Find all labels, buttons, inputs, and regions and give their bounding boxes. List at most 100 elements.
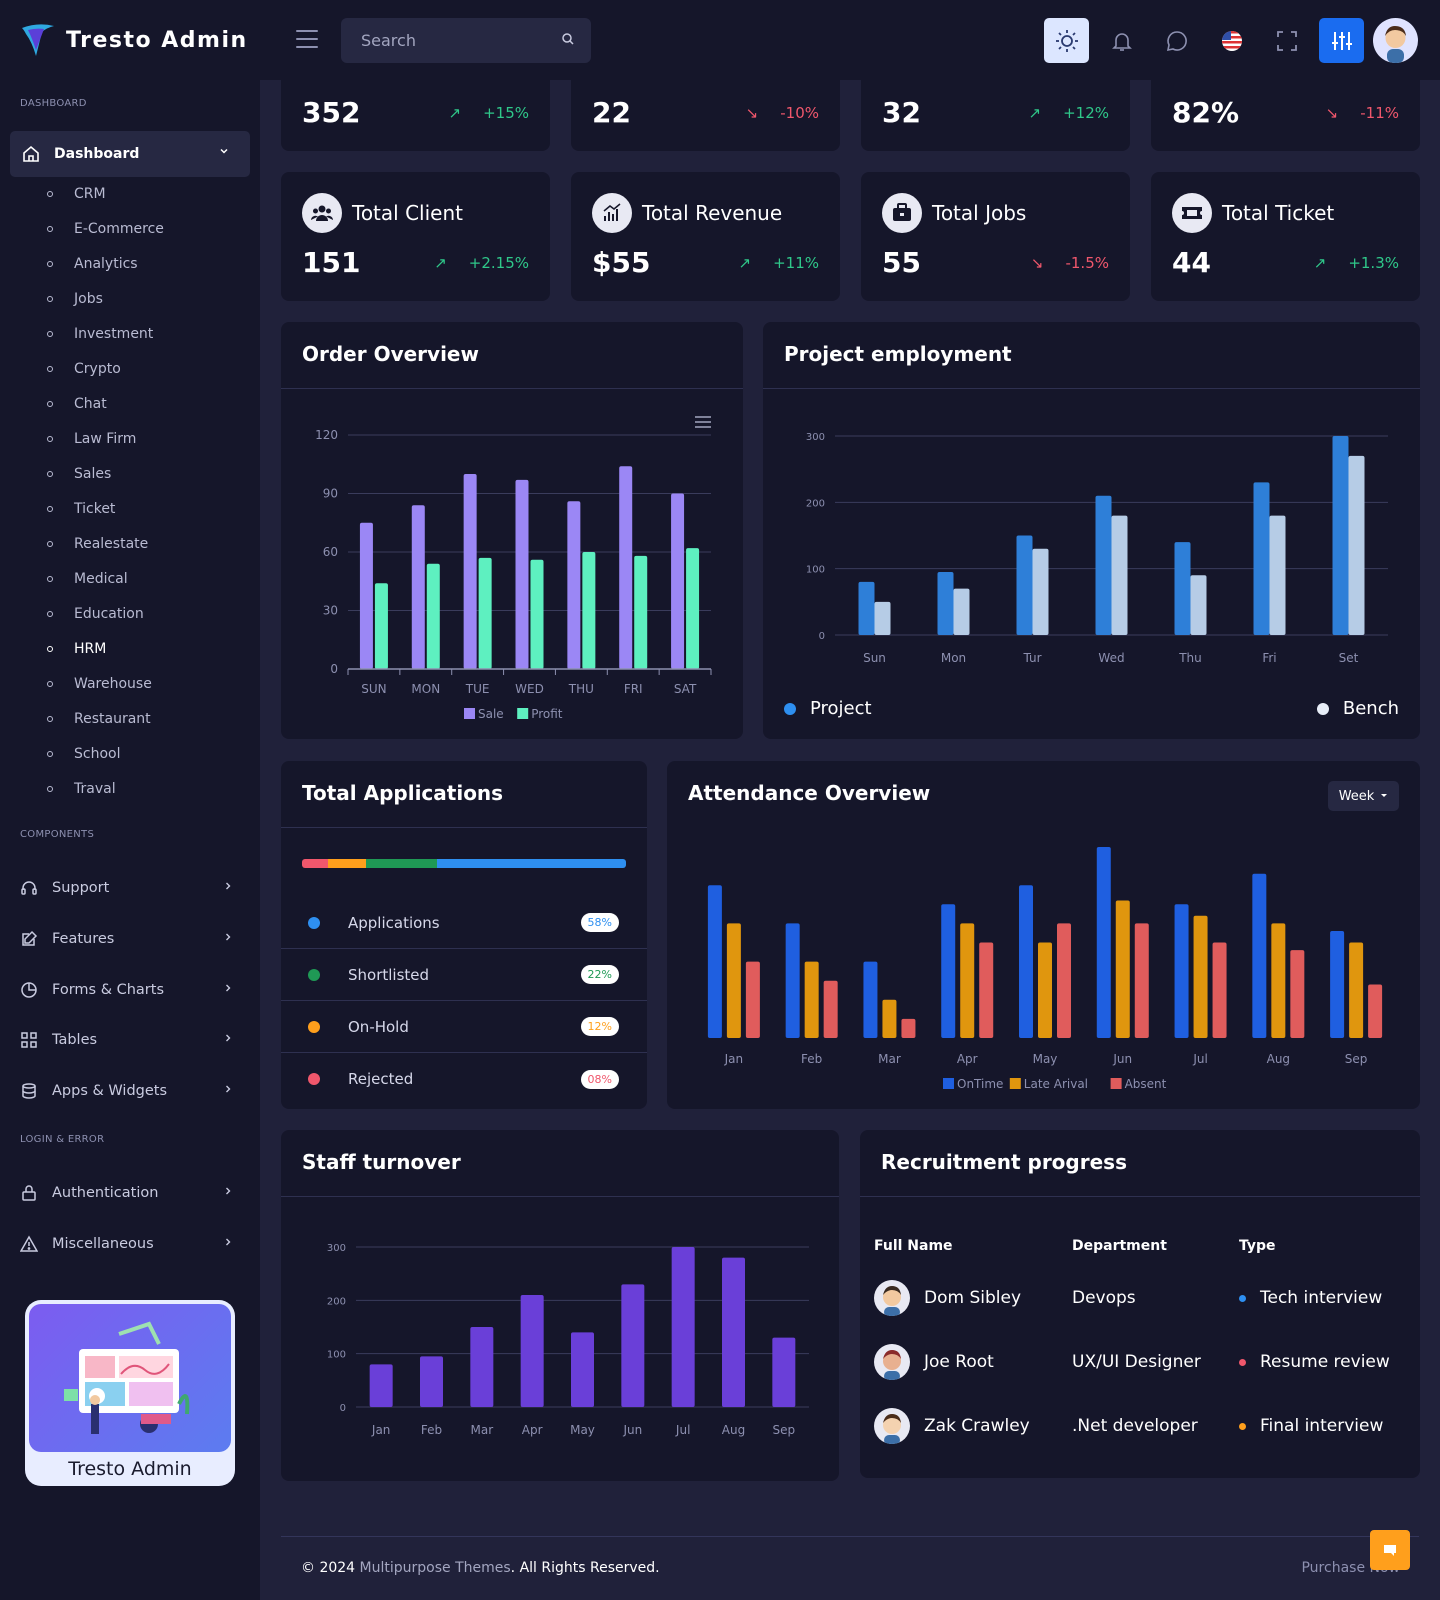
bar-value	[671, 1247, 695, 1407]
sidebar-item-miscellaneous[interactable]: Miscellaneous	[20, 1232, 240, 1256]
sidebar-item-label: Authentication	[52, 1185, 159, 1201]
notifications-button[interactable]	[1099, 18, 1144, 63]
brand[interactable]: Tresto Admin	[18, 20, 248, 60]
stat-value: 352	[302, 96, 361, 129]
settings-button[interactable]	[1319, 18, 1364, 63]
y-tick-label: 0	[330, 662, 338, 676]
bar-absent	[823, 980, 838, 1038]
sidebar-item-label: Apps & Widgets	[52, 1083, 168, 1099]
sidebar-subitem[interactable]: Law Firm	[47, 429, 136, 449]
bar-absent	[901, 1018, 916, 1038]
sidebar-item-authentication[interactable]: Authentication	[20, 1181, 240, 1205]
legend-swatch	[1009, 1078, 1021, 1089]
sidebar-subitem[interactable]: HRM	[47, 639, 106, 659]
application-row: On-Hold 12%	[281, 1001, 647, 1053]
stat-value: 22	[592, 96, 631, 129]
bar-ontime	[1330, 931, 1345, 1038]
sidebar-item-apps-widgets[interactable]: Apps & Widgets	[20, 1079, 240, 1103]
sidebar-item-features[interactable]: Features	[20, 927, 240, 951]
us-flag-icon	[1221, 30, 1242, 51]
bell-icon	[1111, 32, 1132, 51]
language-button[interactable]	[1209, 18, 1254, 63]
stat-card-total-jobs: Total Jobs 55 ↘ -1.5%	[861, 172, 1130, 301]
stat-trend: ↗ +1.3%	[1313, 254, 1399, 272]
x-tick-label: Jul	[675, 1423, 690, 1437]
x-tick-label: Jan	[371, 1423, 391, 1437]
percent-badge: 58%	[580, 913, 619, 932]
users-icon	[302, 193, 342, 233]
sidebar-item-dashboard[interactable]: Dashboard	[10, 131, 250, 177]
interview-type: Resume review	[1239, 1352, 1390, 1372]
x-tick-label: Jun	[622, 1423, 642, 1437]
y-tick-label: 0	[340, 1403, 346, 1414]
sidebar-subitem[interactable]: Restaurant	[47, 709, 151, 729]
sidebar-subitem[interactable]: CRM	[47, 184, 106, 204]
stat-title: Total Client	[352, 201, 463, 225]
sidebar-subitem-label: Crypto	[74, 361, 121, 377]
arrow-down-right-icon: ↘	[745, 104, 759, 122]
staff-turnover-chart: 0 100 200 300 Jan Feb Mar Apr May Jun Jul Aug Sep	[327, 1243, 809, 1437]
user-avatar[interactable]	[1373, 18, 1418, 63]
stat-trend: ↗ +11%	[738, 254, 820, 272]
promo-card[interactable]: Tresto Admin	[25, 1300, 235, 1486]
card-title: Project employment	[784, 342, 1012, 366]
sidebar-item-forms-charts[interactable]: Forms & Charts	[20, 978, 240, 1002]
sidebar-subitem[interactable]: Medical	[47, 569, 128, 589]
total-applications-card: Total Applications Applications 58% Shortl…	[281, 761, 647, 1109]
messages-button[interactable]	[1154, 18, 1199, 63]
chat-fab-button[interactable]	[1370, 1530, 1410, 1570]
chevron-right-icon	[226, 1238, 231, 1246]
sidebar-subitem[interactable]: Chat	[47, 394, 107, 414]
sidebar-subitem[interactable]: Sales	[47, 464, 111, 484]
bar-ontime	[785, 923, 800, 1038]
theme-toggle-button[interactable]	[1044, 18, 1089, 63]
legend-label: Sale	[478, 707, 504, 721]
bar-sale	[515, 479, 529, 669]
bar-sale	[567, 501, 581, 669]
search-input[interactable]	[341, 18, 591, 63]
sidebar-section-login: LOGIN & ERROR	[20, 1134, 105, 1145]
sidebar-subitem[interactable]: Warehouse	[47, 674, 152, 694]
user-avatar-icon	[1385, 26, 1406, 63]
bar-profit	[530, 559, 544, 669]
table-row[interactable]: Joe Root UX/UI Designer Resume review	[874, 1342, 1414, 1382]
x-tick-label: May	[1033, 1052, 1058, 1066]
attendance-overview-card: Attendance Overview Week Jan Feb Mar Apr May…	[667, 761, 1420, 1109]
sidebar-subitem[interactable]: Traval	[47, 779, 116, 799]
status-dot	[308, 1073, 320, 1085]
status-dot	[308, 916, 320, 929]
search-icon[interactable]	[561, 32, 575, 46]
fullscreen-button[interactable]	[1264, 18, 1309, 63]
sidebar-subitem[interactable]: Investment	[47, 324, 153, 344]
sidebar-subitem-label: E-Commerce	[74, 221, 164, 237]
sidebar-subitem[interactable]: Realestate	[47, 534, 148, 554]
sidebar-subitem[interactable]: E-Commerce	[47, 219, 164, 239]
warning-icon	[20, 1235, 38, 1252]
sidebar-subitem[interactable]: Ticket	[47, 499, 115, 519]
table-row[interactable]: Zak Crawley .Net developer Final interview	[874, 1406, 1414, 1446]
stat-value: 32	[882, 96, 921, 129]
bar-value	[520, 1295, 544, 1407]
sidebar-item-support[interactable]: Support	[20, 876, 240, 900]
y-tick-label: 0	[819, 631, 825, 642]
menu-toggle-button[interactable]	[296, 30, 318, 48]
x-tick-label: Jul	[1192, 1052, 1207, 1066]
application-label: Shortlisted	[348, 965, 430, 984]
sliders-icon	[1331, 31, 1352, 50]
sidebar-subitem[interactable]: Education	[47, 604, 144, 624]
x-tick-label: Mon	[941, 651, 966, 665]
table-row[interactable]: Dom Sibley Devops Tech interview	[874, 1278, 1414, 1318]
footer-link[interactable]: Multipurpose Themes	[359, 1560, 511, 1576]
week-dropdown[interactable]: Week	[1328, 781, 1399, 811]
sidebar-subitem[interactable]: Crypto	[47, 359, 121, 379]
sidebar-item-tables[interactable]: Tables	[20, 1028, 240, 1052]
sidebar-subitem-label: Restaurant	[74, 711, 151, 727]
sidebar-subitem[interactable]: Analytics	[47, 254, 138, 274]
sidebar-subitem[interactable]: Jobs	[47, 289, 103, 309]
sidebar-subitem[interactable]: School	[47, 744, 120, 764]
bullet-icon	[47, 296, 53, 302]
stat-card-4: 82% ↘ -11%	[1151, 72, 1420, 151]
menu-icon[interactable]	[695, 416, 711, 428]
chevron-right-icon	[226, 882, 231, 890]
revenue-icon	[592, 193, 632, 233]
